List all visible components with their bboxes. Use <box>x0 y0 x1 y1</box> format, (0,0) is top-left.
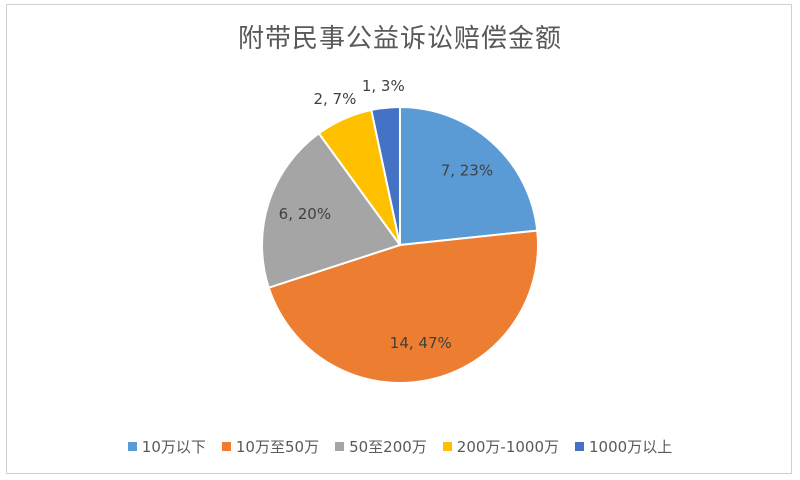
legend-label: 200万-1000万 <box>456 438 560 456</box>
legend-item-3: 50至200万 <box>335 436 427 457</box>
legend-label: 10万以下 <box>141 438 206 456</box>
pie-labels: 7, 23% 14, 47% 6, 20% 2, 7% 1, 3% <box>279 77 493 352</box>
pie-data-label-4: 2, 7% <box>313 90 356 108</box>
legend-item-4: 200万-1000万 <box>442 436 560 457</box>
legend-swatch <box>335 442 345 451</box>
pie-data-label-1: 7, 23% <box>441 162 493 180</box>
pie-slice-3 <box>261 131 402 289</box>
legend-item-1: 10万以下 <box>127 436 206 457</box>
pie-data-label-2: 14, 47% <box>390 334 452 352</box>
pie-slice-2 <box>267 229 539 384</box>
legend-item-5: 1000万以上 <box>575 436 672 457</box>
pie-data-label-3: 6, 20% <box>279 205 331 223</box>
pie-slices <box>261 105 539 384</box>
legend-label: 10万至50万 <box>235 438 320 456</box>
legend-label: 50至200万 <box>349 438 427 456</box>
legend-swatch <box>575 442 585 451</box>
pie-data-label-5: 1, 3% <box>362 77 405 95</box>
legend-swatch <box>442 442 452 451</box>
chart-legend: 10万以下 10万至50万 50至200万 200万-1000万 1000万以上 <box>0 436 800 457</box>
legend-swatch <box>127 442 137 451</box>
legend-item-2: 10万至50万 <box>221 436 320 457</box>
pie-slice-1 <box>399 105 539 247</box>
chart-title: 附带民事公益诉讼赔偿金额 <box>237 24 562 54</box>
legend-swatch <box>221 442 231 451</box>
legend-label: 1000万以上 <box>589 438 673 456</box>
pie-slice-5 <box>370 105 401 246</box>
